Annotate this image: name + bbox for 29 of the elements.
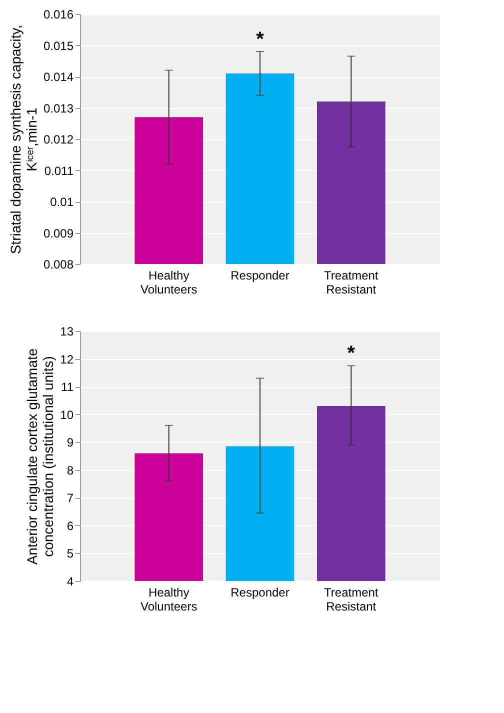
y-tick-label: 11 [61,380,74,394]
y-tick-label: 9 [66,436,74,450]
x-tick-label: Responder [230,586,290,600]
y-tick-label: 0.013 [43,101,74,116]
y-axis-title: Striatal dopamine synthesis capacity, Kⁱᶜᵉʳ,min-1 [7,24,40,254]
y-tick-label: 0.016 [43,8,74,22]
x-tick-label: Healthy Volunteers [140,268,198,296]
y-tick-label: 8 [66,463,74,478]
y-tick-label: 0.009 [43,226,74,240]
x-tick-label: Responder [230,268,290,282]
y-tick-label: 12 [60,352,74,366]
y-tick-label: 0.008 [43,258,74,272]
y-tick-label: 13 [60,324,74,338]
y-tick-label: 6 [66,518,74,533]
y-tick-label: 4 [66,574,74,588]
y-tick-label: 0.012 [43,132,74,146]
x-tick-label: Healthy Volunteers [140,586,198,614]
y-tick-label: 5 [66,546,74,561]
y-tick-label: 0.011 [44,164,74,178]
y-tick-label: 0.01 [50,195,74,209]
y-tick-label: 0.015 [43,38,74,53]
annotation: * [347,342,356,365]
x-tick-label: Treatment Resistant [324,268,379,296]
y-tick-label: 0.014 [43,70,74,84]
x-tick-label: Treatment Resistant [324,586,379,614]
annotation: * [256,28,264,50]
y-axis-title: Anterior cingulate cortex glutamate concentration (institutional units) [24,348,56,565]
y-tick-label: 10 [60,408,74,422]
y-tick-label: 7 [66,491,74,506]
